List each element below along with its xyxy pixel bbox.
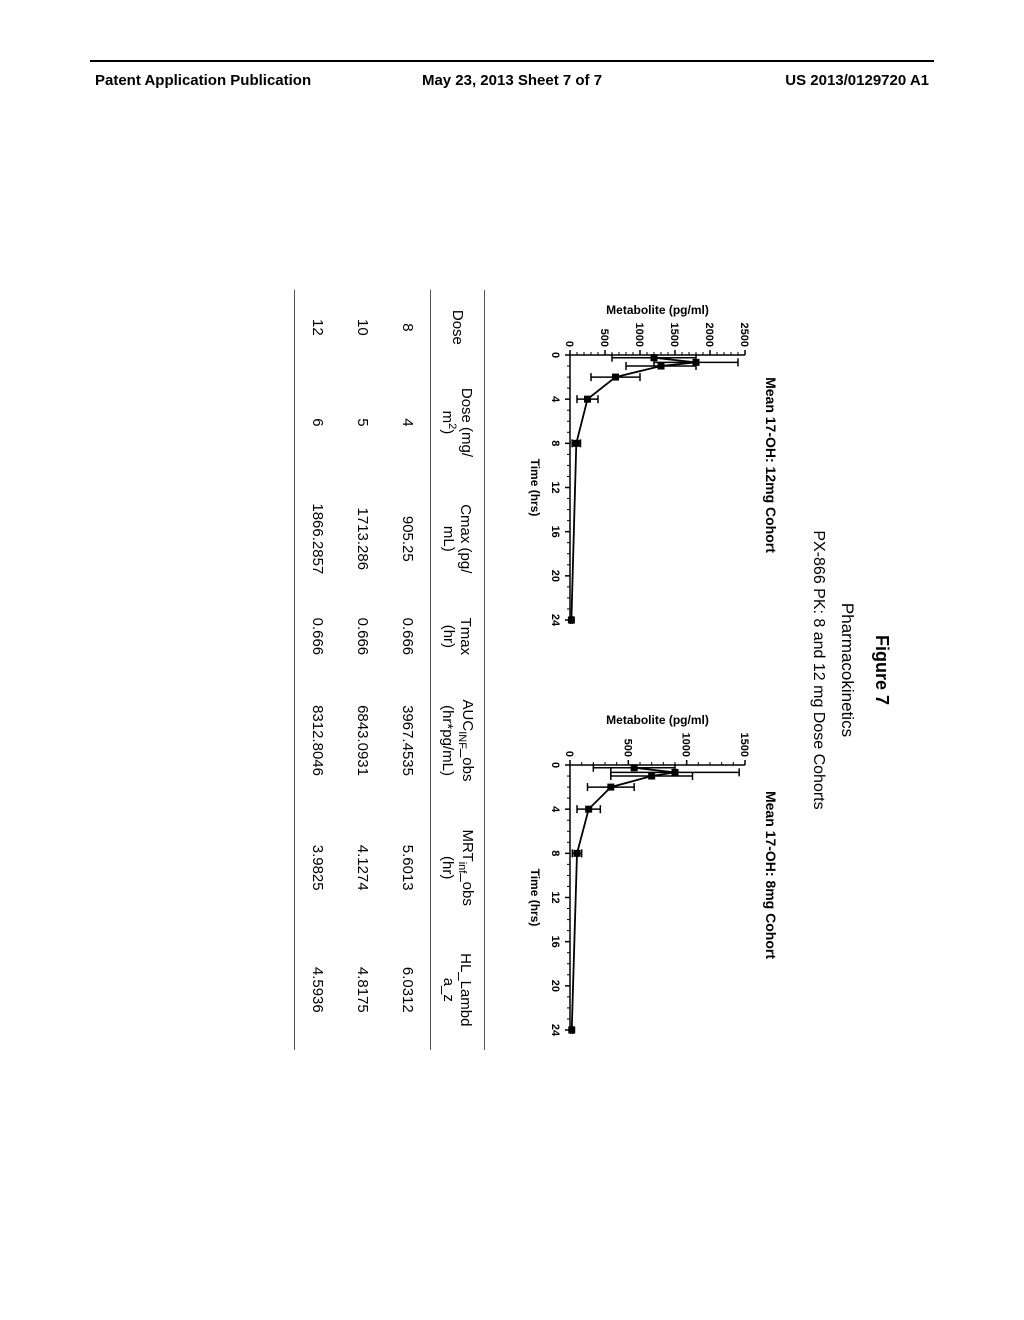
table-cell: 4	[385, 365, 431, 480]
col-dose: Dose	[431, 290, 485, 365]
table-cell: 8312.8046	[295, 675, 341, 805]
svg-text:Time (hrs): Time (hrs)	[528, 869, 542, 927]
table-cell: 0.666	[295, 598, 341, 676]
svg-text:Time (hrs): Time (hrs)	[528, 459, 542, 517]
svg-text:24: 24	[549, 1024, 561, 1037]
svg-text:500: 500	[598, 329, 610, 347]
figure-7: Figure 7 Pharmacokinetics PX-866 PK: 8 a…	[132, 170, 892, 1170]
svg-text:20: 20	[549, 570, 561, 582]
table-cell: 3.9825	[295, 806, 341, 930]
svg-text:0: 0	[549, 762, 561, 768]
svg-text:8: 8	[549, 850, 561, 856]
col-auc: AUCINF_obs(hr*pg/mL)	[431, 675, 485, 805]
svg-text:0: 0	[563, 751, 575, 757]
svg-text:8: 8	[549, 440, 561, 446]
table-cell: 1713.286	[340, 480, 385, 597]
svg-text:4: 4	[549, 396, 561, 403]
table-cell: 10	[340, 290, 385, 365]
table-row: 1261866.28570.6668312.80463.98254.5936	[295, 290, 341, 1050]
chart-12mg-svg: 0 500 1000 1500 2000 2500 0 4 8 12 16 20 24 Time (hrs…	[525, 300, 755, 630]
svg-text:1000: 1000	[680, 733, 692, 757]
chart-8mg: Mean 17-OH: 8mg Cohort 0 500 1000 1500 0 4 8 12…	[525, 710, 779, 1040]
chart-12mg: Mean 17-OH: 12mg Cohort 0500100015002000…	[525, 300, 779, 630]
table-cell: 6.0312	[385, 930, 431, 1050]
figure-title: Figure 7	[871, 170, 892, 1170]
svg-text:1000: 1000	[633, 323, 645, 347]
col-cmax: Cmax (pg/mL)	[431, 480, 485, 597]
table-cell: 4.8175	[340, 930, 385, 1050]
header-left: Patent Application Publication	[95, 72, 311, 89]
col-tmax: Tmax(hr)	[431, 598, 485, 676]
header-right: US 2013/0129720 A1	[785, 72, 929, 89]
table-cell: 5.6013	[385, 806, 431, 930]
table-row: 1051713.2860.6666843.09314.12744.8175	[340, 290, 385, 1050]
svg-text:16: 16	[549, 526, 561, 538]
chart-8mg-svg: 0 500 1000 1500 0 4 8 12 16 20 24 Time (hrs) Metabol…	[525, 710, 755, 1040]
pk-table-header-row: Dose Dose (mg/m2) Cmax (pg/mL) Tmax(hr) …	[431, 290, 485, 1050]
svg-text:12: 12	[549, 481, 561, 493]
svg-text:20: 20	[549, 980, 561, 992]
svg-text:0: 0	[563, 341, 575, 347]
svg-text:Metabolite (pg/ml): Metabolite (pg/ml)	[606, 303, 709, 317]
table-cell: 6843.0931	[340, 675, 385, 805]
svg-text:Metabolite (pg/ml): Metabolite (pg/ml)	[606, 713, 709, 727]
figure-subsubtitle: PX-866 PK: 8 and 12 mg Dose Cohorts	[809, 170, 827, 1170]
svg-text:2000: 2000	[703, 323, 715, 347]
table-cell: 0.666	[340, 598, 385, 676]
figure-subtitle: Pharmacokinetics	[837, 170, 857, 1170]
header-rule	[90, 60, 934, 62]
svg-text:2500: 2500	[738, 323, 750, 347]
table-cell: 4.5936	[295, 930, 341, 1050]
header-center: May 23, 2013 Sheet 7 of 7	[422, 72, 602, 89]
table-cell: 8	[385, 290, 431, 365]
charts-row: Mean 17-OH: 12mg Cohort 0500100015002000…	[525, 170, 779, 1170]
col-hl: HL_Lambda_z	[431, 930, 485, 1050]
svg-text:1500: 1500	[668, 323, 680, 347]
pk-table: Dose Dose (mg/m2) Cmax (pg/mL) Tmax(hr) …	[294, 290, 485, 1050]
table-cell: 5	[340, 365, 385, 480]
svg-text:500: 500	[621, 739, 633, 757]
table-cell: 905.25	[385, 480, 431, 597]
table-cell: 3967.4535	[385, 675, 431, 805]
table-cell: 0.666	[385, 598, 431, 676]
chart-12mg-title: Mean 17-OH: 12mg Cohort	[763, 300, 779, 630]
table-cell: 1866.2857	[295, 480, 341, 597]
svg-text:12: 12	[549, 891, 561, 903]
svg-text:24: 24	[549, 614, 561, 627]
col-mrt: MRTinf_obs(hr)	[431, 806, 485, 930]
table-cell: 12	[295, 290, 341, 365]
svg-text:4: 4	[549, 806, 561, 813]
svg-text:1500: 1500	[738, 733, 750, 757]
table-cell: 4.1274	[340, 806, 385, 930]
svg-text:0: 0	[549, 352, 561, 358]
table-row: 84905.250.6663967.45355.60136.0312	[385, 290, 431, 1050]
svg-text:16: 16	[549, 936, 561, 948]
table-cell: 6	[295, 365, 341, 480]
chart-8mg-title: Mean 17-OH: 8mg Cohort	[763, 710, 779, 1040]
col-dose-mg-m2: Dose (mg/m2)	[431, 365, 485, 480]
